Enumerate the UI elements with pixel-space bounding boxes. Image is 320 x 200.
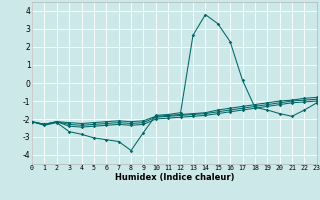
X-axis label: Humidex (Indice chaleur): Humidex (Indice chaleur) [115, 173, 234, 182]
